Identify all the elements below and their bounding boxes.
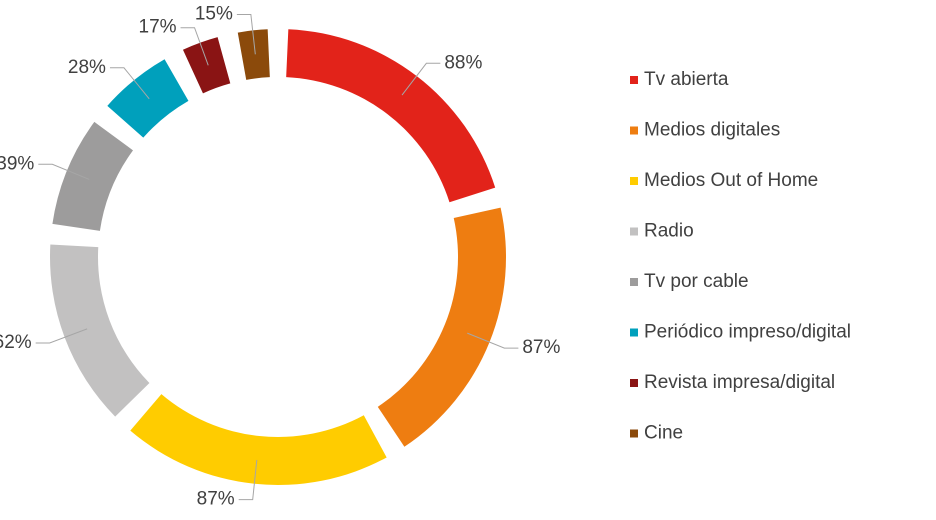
leader-line	[238, 459, 258, 501]
donut-segment	[50, 244, 150, 417]
legend-swatch	[630, 126, 638, 135]
leader-line	[401, 62, 441, 96]
data-label: 28%	[68, 57, 106, 78]
leader-line	[35, 328, 88, 344]
legend-label: Revista impresa/digital	[644, 372, 835, 393]
legend-swatch	[630, 278, 638, 286]
donut-segment	[286, 29, 496, 203]
legend-label: Cine	[644, 423, 683, 444]
data-label: 87%	[197, 489, 235, 510]
legend-label: Radio	[644, 221, 694, 242]
legend-swatch	[630, 177, 638, 185]
data-label: 87%	[522, 337, 560, 358]
legend-label: Medios Out of Home	[644, 170, 818, 191]
leader-line	[38, 163, 90, 180]
legend-label: Periódico impreso/digital	[644, 322, 851, 343]
donut-segment	[377, 207, 507, 447]
donut-segment	[52, 121, 134, 231]
leader-line	[109, 67, 150, 100]
legend-label: Medios digitales	[644, 120, 780, 141]
legend-swatch	[630, 328, 638, 337]
legend-swatch	[630, 76, 638, 84]
data-label: 39%	[0, 153, 34, 174]
data-label: 17%	[139, 17, 177, 38]
data-label: 88%	[444, 52, 482, 73]
data-label: 62%	[0, 332, 32, 353]
leader-line	[236, 14, 256, 55]
donut-segment	[107, 59, 189, 138]
donut-segment	[237, 29, 270, 80]
donut-segment	[182, 37, 231, 94]
legend-label: Tv por cable	[644, 271, 749, 292]
leader-line	[467, 332, 519, 349]
data-label: 15%	[195, 4, 233, 25]
legend-swatch	[630, 227, 638, 236]
legend-swatch	[630, 379, 638, 387]
donut-segment	[130, 394, 387, 486]
legend-swatch	[630, 429, 638, 438]
legend-label: Tv abierta	[644, 69, 729, 90]
leader-line	[180, 27, 209, 66]
